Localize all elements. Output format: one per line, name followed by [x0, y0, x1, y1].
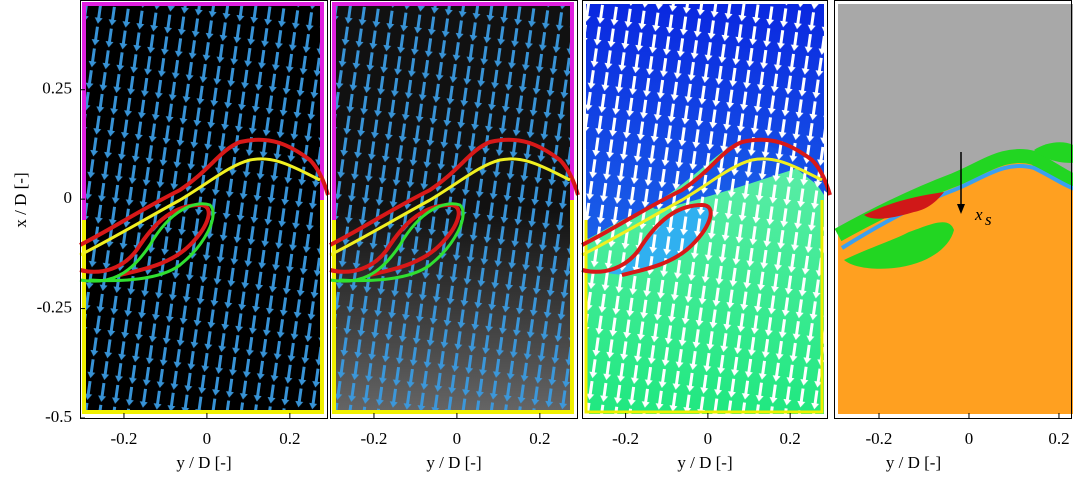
x-axis-label: y / D [-]: [426, 453, 481, 472]
panel: [581, 0, 832, 419]
vector-field: [84, 4, 324, 414]
contour: [79, 202, 215, 283]
x-tick-label: -0.2: [612, 429, 639, 448]
vector-field: [586, 4, 824, 414]
droplet: [844, 222, 954, 269]
contour: [329, 202, 465, 283]
y-axis-label: x / D [-]: [11, 172, 30, 227]
panel-frame: [582, 0, 828, 419]
contour: [79, 137, 330, 247]
interface: [840, 164, 1073, 250]
x-tick-label: 0: [704, 429, 713, 448]
x-tick-label: 0: [453, 429, 462, 448]
panel: [329, 0, 580, 419]
region-border: [82, 2, 324, 220]
y-tick-label: -0.5: [45, 407, 72, 426]
x-axis-label: y / D [-]: [677, 453, 732, 472]
annotation: x: [974, 205, 983, 224]
x-tick-label: -0.2: [866, 429, 893, 448]
x-tick-label: 0.2: [1048, 429, 1069, 448]
shock-arrowhead: [957, 204, 965, 214]
region-border: [82, 200, 324, 414]
x-tick-label: -0.2: [360, 429, 387, 448]
contour: [329, 157, 571, 257]
panel-frame: [330, 0, 578, 419]
x-axis-label: y / D [-]: [176, 453, 231, 472]
annotation-subscript: s: [985, 210, 992, 229]
contour: [581, 202, 713, 277]
x-tick-label: 0.2: [279, 429, 300, 448]
x-axis-label: y / D [-]: [886, 453, 941, 472]
x-tick-label: -0.2: [110, 429, 137, 448]
vector-field: [334, 4, 574, 414]
region-border: [332, 200, 574, 414]
droplet: [1034, 142, 1073, 163]
panel-frame: [80, 0, 328, 419]
region-border: [584, 200, 824, 414]
contour: [329, 137, 580, 247]
y-tick-label: 0: [64, 188, 73, 207]
region-border: [332, 2, 574, 220]
contour: [581, 137, 832, 247]
y-tick-label: 0.25: [42, 79, 72, 98]
contour: [79, 157, 321, 257]
x-tick-label: 0: [203, 429, 212, 448]
panel: [79, 0, 330, 419]
droplet: [864, 192, 944, 219]
x-tick-label: 0.2: [780, 429, 801, 448]
contour: [581, 157, 823, 257]
x-tick-label: 0: [965, 429, 974, 448]
liquid: [838, 156, 1073, 414]
y-tick-label: -0.25: [37, 297, 72, 316]
panel-frame: [834, 0, 1072, 419]
x-tick-label: 0.2: [529, 429, 550, 448]
